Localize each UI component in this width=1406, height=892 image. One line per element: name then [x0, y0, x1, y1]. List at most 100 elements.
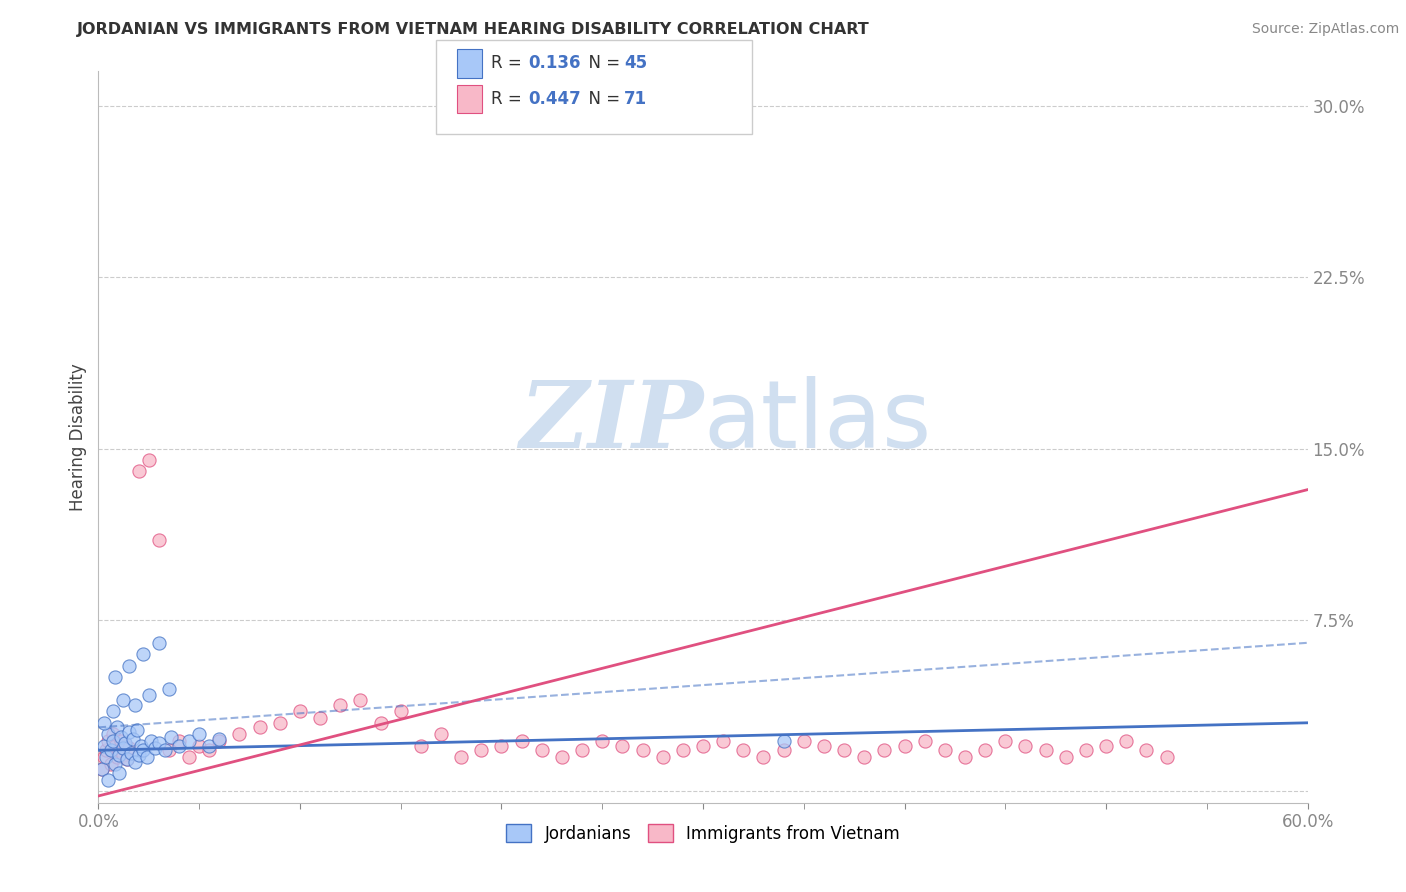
Point [228, 727, 250, 741]
Point [832, 743, 855, 757]
Point [97, 727, 120, 741]
Point [571, 743, 593, 757]
Point [1156, 750, 1178, 764]
Point [101, 705, 124, 719]
Point [148, 636, 170, 650]
Point [110, 734, 132, 748]
Point [1095, 739, 1118, 753]
Text: JORDANIAN VS IMMIGRANTS FROM VIETNAM HEARING DISABILITY CORRELATION CHART: JORDANIAN VS IMMIGRANTS FROM VIETNAM HEA… [77, 22, 870, 37]
Point [124, 698, 146, 712]
Point [430, 727, 453, 741]
Point [208, 731, 231, 746]
Point [692, 739, 714, 753]
Point [974, 743, 997, 757]
Point [934, 743, 956, 757]
Point [135, 750, 157, 764]
Point [269, 715, 291, 730]
Point [107, 747, 129, 762]
Point [105, 720, 128, 734]
Point [118, 658, 141, 673]
Point [873, 743, 896, 757]
Y-axis label: Hearing Disability: Hearing Disability [69, 363, 87, 511]
Point [349, 693, 371, 707]
Point [167, 739, 190, 753]
Point [143, 740, 166, 755]
Point [139, 734, 162, 748]
Point [105, 750, 128, 764]
Point [733, 743, 755, 757]
Point [138, 453, 160, 467]
Point [103, 670, 125, 684]
Text: 71: 71 [624, 90, 647, 108]
Point [198, 739, 221, 753]
Point [1035, 743, 1057, 757]
Text: R =: R = [491, 54, 527, 72]
Point [309, 711, 332, 725]
Point [111, 740, 134, 755]
Point [114, 736, 136, 750]
Text: Source: ZipAtlas.com: Source: ZipAtlas.com [1251, 22, 1399, 37]
Text: 45: 45 [624, 54, 647, 72]
Point [103, 739, 125, 753]
Point [110, 730, 132, 744]
Point [128, 464, 150, 478]
Point [103, 756, 125, 771]
Point [148, 736, 170, 750]
Point [115, 752, 138, 766]
Point [612, 739, 634, 753]
Point [93, 750, 115, 764]
Point [132, 647, 155, 661]
Point [124, 755, 146, 769]
Point [772, 743, 794, 757]
Point [118, 725, 141, 739]
Point [1014, 739, 1036, 753]
Text: atlas: atlas [703, 376, 931, 468]
Point [138, 689, 160, 703]
Point [249, 720, 271, 734]
Point [813, 739, 835, 753]
Point [1135, 743, 1157, 757]
Point [107, 766, 129, 780]
Text: R =: R = [491, 90, 527, 108]
Point [752, 750, 775, 764]
Point [167, 734, 190, 748]
Point [91, 762, 114, 776]
Point [93, 739, 115, 753]
Point [510, 734, 533, 748]
Point [96, 750, 118, 764]
Point [114, 739, 136, 753]
Point [953, 750, 976, 764]
Point [153, 743, 176, 757]
Point [96, 743, 118, 757]
Point [389, 705, 412, 719]
Point [370, 715, 392, 730]
Point [93, 715, 115, 730]
Point [118, 740, 141, 755]
Point [793, 734, 815, 748]
Point [111, 693, 134, 707]
Text: ZIP: ZIP [519, 377, 703, 467]
Text: 0.136: 0.136 [529, 54, 581, 72]
Point [179, 750, 201, 764]
Point [409, 739, 432, 753]
Point [994, 734, 1017, 748]
Point [288, 705, 311, 719]
Point [188, 739, 211, 753]
Point [853, 750, 876, 764]
Text: N =: N = [578, 54, 626, 72]
Point [157, 743, 180, 757]
Point [711, 734, 734, 748]
Point [1074, 743, 1097, 757]
Point [100, 743, 122, 757]
Point [1115, 734, 1137, 748]
Point [128, 747, 150, 762]
Point [132, 743, 155, 757]
Point [198, 743, 221, 757]
Point [491, 739, 513, 753]
Point [120, 746, 142, 760]
Text: 0.447: 0.447 [529, 90, 582, 108]
Point [1054, 750, 1077, 764]
Point [914, 734, 936, 748]
Point [115, 752, 138, 766]
Point [107, 743, 129, 757]
